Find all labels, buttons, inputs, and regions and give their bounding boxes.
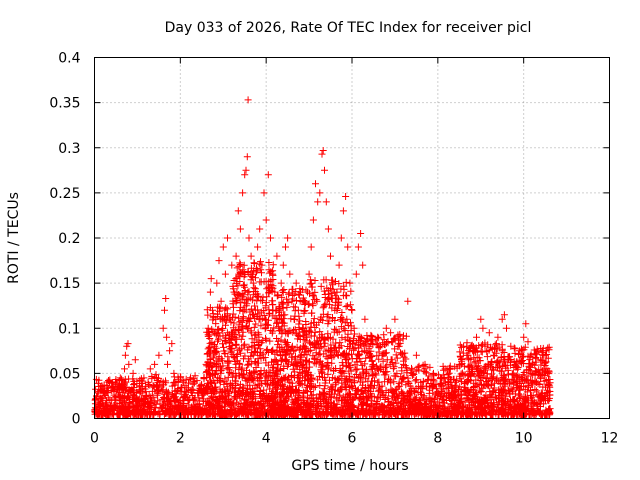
- scatter-point-markers: [91, 96, 554, 419]
- y-tick-label: 0.25: [49, 186, 80, 202]
- x-tick-label: 4: [262, 431, 271, 447]
- y-tick-label: 0.05: [49, 366, 80, 382]
- x-axis-label: GPS time / hours: [291, 458, 408, 474]
- y-axis-label: ROTI / TECUs: [6, 192, 22, 284]
- y-tick-label: 0.15: [49, 276, 80, 292]
- y-tick-label: 0.35: [49, 96, 80, 112]
- data-points: [91, 96, 554, 419]
- x-tick-label: 10: [515, 431, 533, 447]
- y-tick-label: 0.2: [58, 231, 80, 247]
- x-tick-label: 8: [433, 431, 442, 447]
- chart-title: Day 033 of 2026, Rate Of TEC Index for r…: [165, 20, 532, 36]
- y-tick-labels: 0 0.05 0.1 0.15 0.2 0.25 0.3 0.35 0.4: [49, 51, 80, 428]
- grid-lines: [94, 57, 610, 419]
- x-tick-label: 6: [348, 431, 357, 447]
- y-tick-label: 0.3: [58, 141, 80, 157]
- x-tick-label: 12: [601, 431, 619, 447]
- x-tick-label: 0: [90, 431, 99, 447]
- y-tick-label: 0: [72, 412, 81, 428]
- x-tick-labels: 0 2 4 6 8 10 12: [90, 431, 618, 447]
- axis-ticks: [94, 57, 610, 419]
- x-tick-label: 2: [176, 431, 185, 447]
- y-tick-label: 0.4: [58, 51, 80, 67]
- y-tick-label: 0.1: [58, 321, 80, 337]
